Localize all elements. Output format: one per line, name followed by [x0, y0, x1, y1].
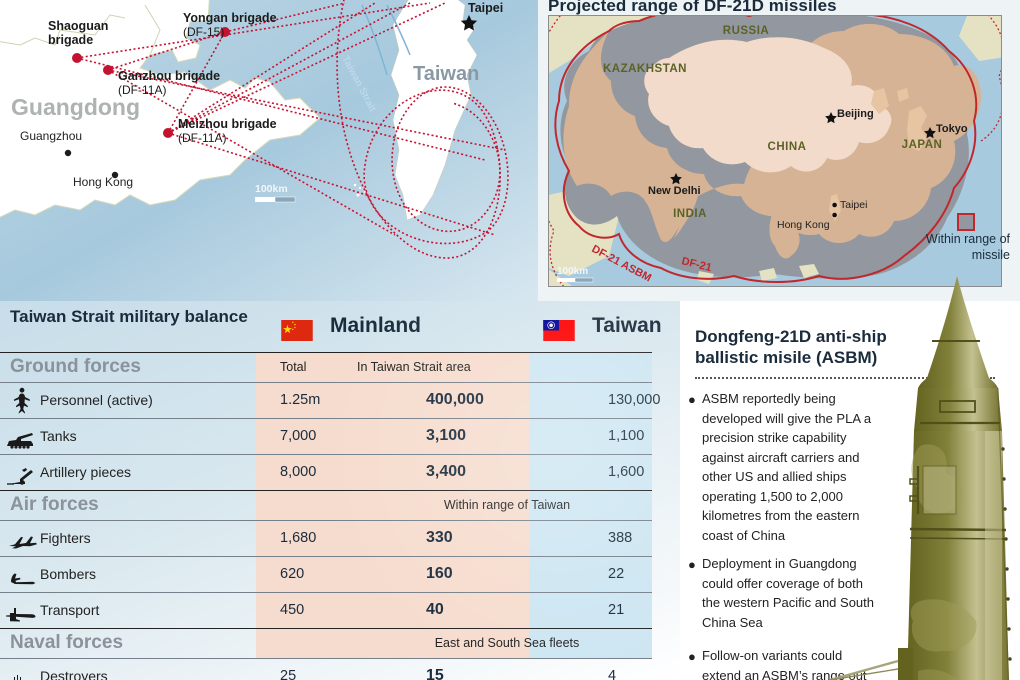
svg-text:Shaoguan: Shaoguan [48, 19, 108, 33]
svg-text:Ganzhou brigade: Ganzhou brigade [118, 69, 220, 83]
svg-text:Yongan brigade: Yongan brigade [183, 11, 277, 25]
svg-text:INDIA: INDIA [673, 208, 707, 220]
svg-text:Taipei: Taipei [840, 199, 867, 211]
svg-text:100km: 100km [255, 183, 288, 195]
svg-text:Taiwan: Taiwan [413, 63, 479, 85]
svg-text:JAPAN: JAPAN [902, 139, 943, 151]
svg-text:Guangzhou: Guangzhou [20, 129, 82, 143]
svg-text:RUSSIA: RUSSIA [723, 25, 769, 37]
svg-text:Hong Kong: Hong Kong [73, 175, 133, 189]
svg-text:Beijing: Beijing [837, 108, 874, 120]
svg-text:CHINA: CHINA [768, 141, 807, 153]
svg-text:brigade: brigade [48, 33, 93, 47]
svg-text:(DF-11A): (DF-11A) [178, 131, 226, 145]
svg-text:KAZAKHSTAN: KAZAKHSTAN [603, 63, 687, 75]
svg-text:Meizhou brigade: Meizhou brigade [178, 117, 277, 131]
svg-text:(DF-11A): (DF-11A) [118, 83, 166, 97]
svg-text:(DF-15): (DF-15) [183, 25, 224, 39]
svg-text:Hong Kong: Hong Kong [777, 219, 830, 231]
svg-text:100km: 100km [557, 266, 588, 277]
svg-text:Taipei: Taipei [468, 1, 503, 15]
svg-text:New Delhi: New Delhi [648, 185, 701, 197]
svg-text:Guangdong: Guangdong [11, 94, 140, 120]
svg-text:Tokyo: Tokyo [936, 123, 968, 135]
